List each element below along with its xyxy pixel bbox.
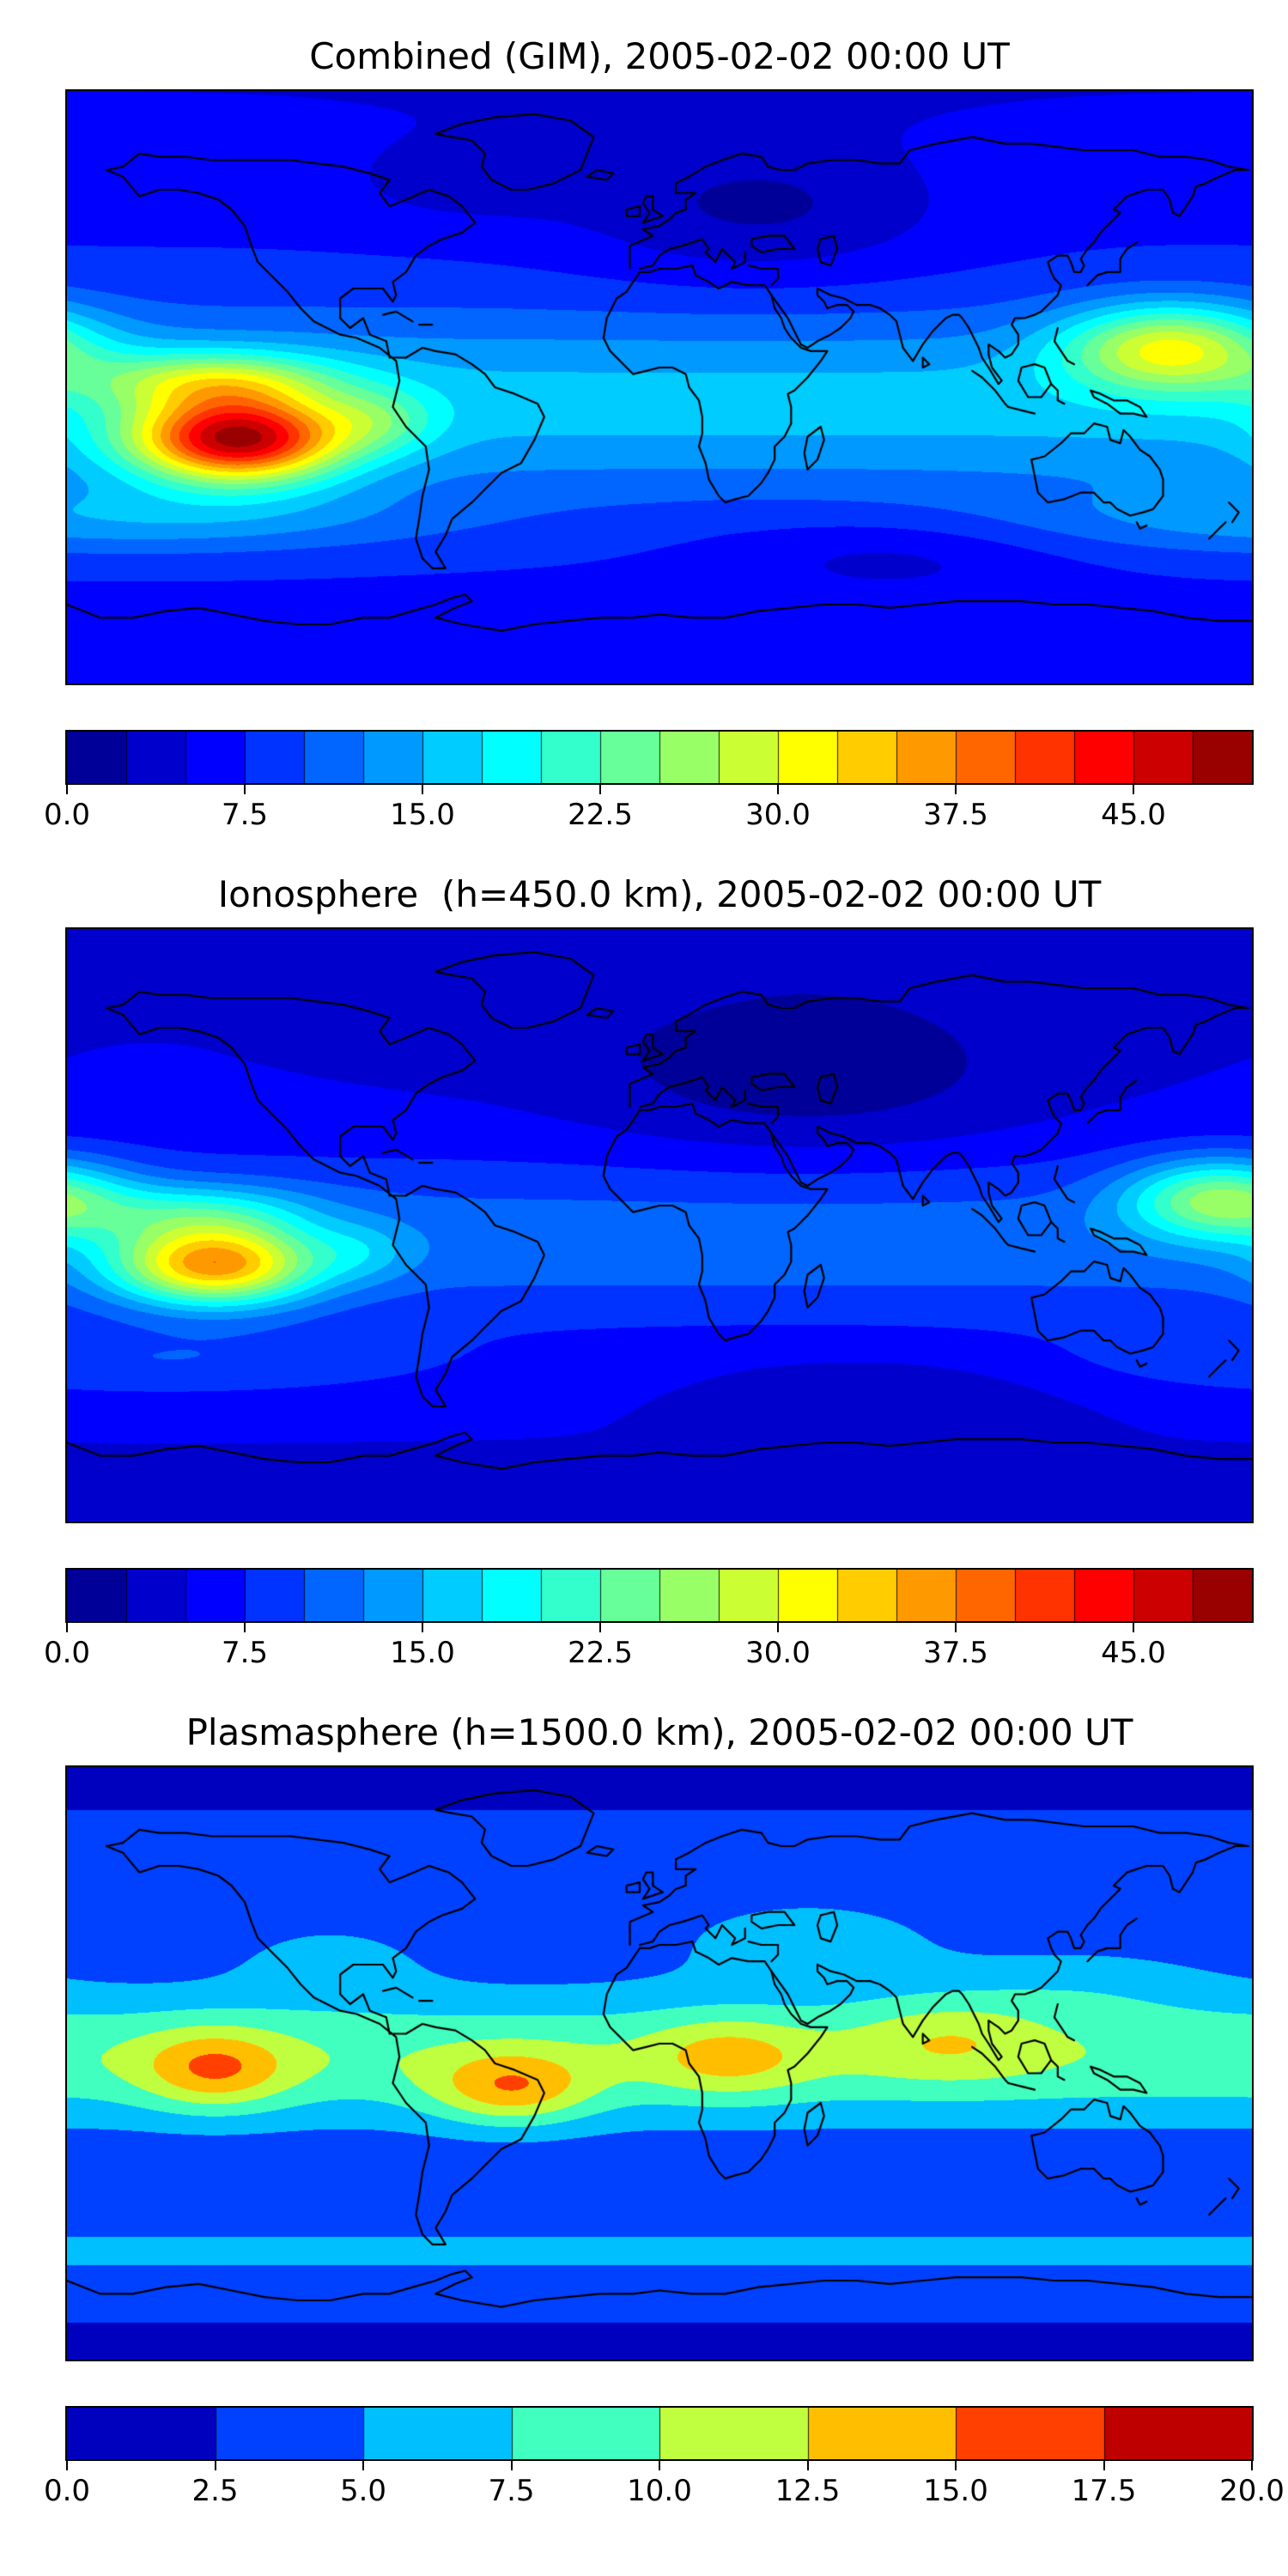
colorbar-tick-label: 15.0 (923, 2474, 988, 2508)
colorbar-tick-label: 45.0 (1101, 798, 1166, 832)
colorbar-tick-label: 10.0 (627, 2474, 692, 2508)
colorbar-tick-label: 5.0 (339, 2474, 387, 2508)
colorbar-tick-label: 7.5 (488, 2474, 535, 2508)
colorbar-tick-label: 22.5 (568, 798, 633, 832)
colorbar-canvas-combined (67, 732, 1252, 783)
colorbar-tick-mark (599, 785, 601, 794)
colorbar-tick-label: 22.5 (568, 1636, 633, 1670)
colorbar-tick-label: 0.0 (43, 2474, 91, 2508)
world-map-canvas-combined (67, 91, 1252, 683)
panel-title-plasmasphere: Plasmasphere (h=1500.0 km), 2005-02-02 0… (185, 1711, 1133, 1753)
colorbar-tick-label: 0.0 (43, 1636, 91, 1670)
colorbar-tick-mark (510, 2461, 513, 2470)
colorbar-tick-label: 15.0 (390, 798, 455, 832)
colorbar-tick-label: 7.5 (221, 798, 269, 832)
world-map-canvas-plasmasphere (67, 1767, 1252, 2360)
colorbar-frame-ionosphere (65, 1568, 1254, 1623)
colorbar-frame-combined (65, 730, 1254, 785)
colorbar-tick-label: 30.0 (745, 1636, 811, 1670)
panel-title-ionosphere: Ionosphere (h=450.0 km), 2005-02-02 00:0… (217, 873, 1102, 915)
colorbar-tick-label: 45.0 (1101, 1636, 1166, 1670)
colorbar-tick-mark (1103, 2461, 1105, 2470)
colorbar-tick-label: 15.0 (390, 1636, 455, 1670)
colorbar-tick-label: 2.5 (191, 2474, 239, 2508)
colorbar-tick-mark (422, 785, 423, 794)
colorbar-tick-mark (955, 1623, 957, 1632)
colorbar-tick-mark (955, 2461, 957, 2470)
colorbar-tick-label: 7.5 (221, 1636, 269, 1670)
map-frame-ionosphere (65, 927, 1254, 1523)
world-map-canvas-ionosphere (67, 929, 1252, 1522)
colorbar-tick-mark (659, 2461, 660, 2470)
colorbar-tick-mark (362, 2461, 364, 2470)
colorbar-tick-label: 20.0 (1219, 2474, 1285, 2508)
map-frame-plasmasphere (65, 1765, 1254, 2361)
colorbar-tick-mark (806, 2461, 809, 2470)
colorbar-tick-mark (777, 1623, 779, 1632)
panel-plasmasphere: Plasmasphere (h=1500.0 km), 2005-02-02 0… (0, 1676, 1288, 2514)
colorbar-tick-label: 0.0 (43, 798, 91, 832)
colorbar-tick-label: 37.5 (923, 1636, 988, 1670)
colorbar-tick-mark (955, 785, 957, 794)
colorbar-tick-label: 17.5 (1071, 2474, 1137, 2508)
colorbar-tick-mark (1251, 2461, 1253, 2470)
colorbar-tick-mark (66, 2461, 68, 2470)
colorbar-canvas-plasmasphere (67, 2408, 1252, 2459)
colorbar-tick-mark (1133, 785, 1134, 794)
colorbar-tick-mark (214, 2461, 216, 2470)
panel-ionosphere: Ionosphere (h=450.0 km), 2005-02-02 00:0… (0, 838, 1288, 1676)
colorbar-tick-mark (244, 1623, 246, 1632)
colorbar-tick-mark (66, 785, 68, 794)
colorbar-ticks-plasmasphere: 0.0 2.5 5.0 7.5 10.0 12.5 15.0 17.5 20.0 (44, 2461, 1285, 2514)
colorbar-tick-mark (1133, 1623, 1134, 1632)
colorbar-tick-mark (422, 1623, 423, 1632)
colorbar-tick-label: 30.0 (745, 798, 811, 832)
colorbar-tick-label: 12.5 (775, 2474, 841, 2508)
colorbar-tick-label: 37.5 (923, 798, 988, 832)
colorbar-tick-mark (777, 785, 779, 794)
colorbar-ticks-combined: 0.0 7.5 15.0 22.5 30.0 37.5 45.0 (44, 785, 1254, 838)
panel-title-combined: Combined (GIM), 2005-02-02 00:00 UT (309, 35, 1010, 77)
colorbar-frame-plasmasphere (65, 2406, 1254, 2461)
colorbar-ticks-ionosphere: 0.0 7.5 15.0 22.5 30.0 37.5 45.0 (44, 1623, 1254, 1676)
colorbar-tick-mark (66, 1623, 68, 1632)
colorbar-canvas-ionosphere (67, 1570, 1252, 1621)
colorbar-tick-mark (599, 1623, 601, 1632)
panel-combined: Combined (GIM), 2005-02-02 00:00 UT 0.0 7… (0, 0, 1288, 838)
map-frame-combined (65, 89, 1254, 685)
colorbar-tick-mark (244, 785, 246, 794)
